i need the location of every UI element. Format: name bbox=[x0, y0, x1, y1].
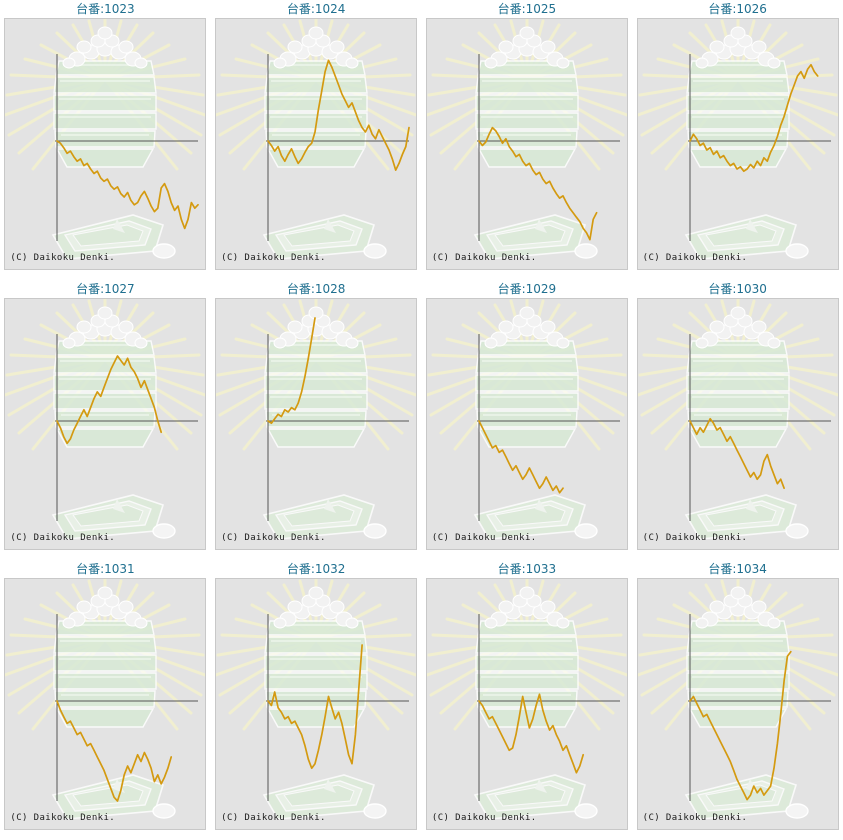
copyright-label: (C) Daikoku Denki. bbox=[431, 813, 537, 823]
payout-line bbox=[688, 63, 819, 173]
graph-panel[interactable]: (C) Daikoku Denki. bbox=[215, 298, 418, 550]
copyright-label: (C) Daikoku Denki. bbox=[10, 813, 116, 823]
copyright-label: (C) Daikoku Denki. bbox=[221, 813, 326, 823]
payout-line bbox=[688, 650, 792, 801]
payout-line-chart bbox=[687, 334, 831, 521]
machine-number-title: 台番:1030 bbox=[708, 282, 767, 296]
copyright-label: (C) Daikoku Denki. bbox=[221, 253, 326, 263]
machine-number-title: 台番:1026 bbox=[708, 2, 767, 16]
machine-graph-cell[interactable]: 台番:1025 (C) Daikoku Denki. bbox=[422, 0, 633, 280]
payout-line bbox=[56, 140, 200, 230]
graph-panel[interactable]: (C) Daikoku Denki. bbox=[425, 578, 628, 830]
machine-number-title: 台番:1028 bbox=[286, 282, 346, 296]
machine-number-title: 台番:1031 bbox=[76, 562, 135, 576]
copyright-label: (C) Daikoku Denki. bbox=[221, 533, 326, 543]
payout-line-chart bbox=[476, 614, 620, 801]
payout-line-chart bbox=[476, 334, 620, 521]
copyright-label: (C) Daikoku Denki. bbox=[431, 533, 537, 543]
machine-graph-cell[interactable]: 台番:1024 (C) Daikoku Denki. bbox=[211, 0, 422, 280]
graph-panel[interactable]: (C) Daikoku Denki. bbox=[425, 18, 628, 270]
machine-graph-cell[interactable]: 台番:1027 (C) Daikoku Denki. bbox=[0, 280, 211, 560]
payout-line bbox=[267, 317, 316, 425]
machine-graph-cell[interactable]: 台番:1034 (C) Daikoku Denki. bbox=[632, 560, 843, 840]
machine-graph-cell[interactable]: 台番:1033 (C) Daikoku Denki. bbox=[422, 560, 633, 840]
machine-number-title: 台番:1033 bbox=[497, 562, 557, 576]
payout-line bbox=[267, 644, 364, 770]
payout-line bbox=[478, 420, 564, 494]
graph-panel[interactable]: (C) Daikoku Denki. bbox=[215, 18, 418, 270]
payout-line-chart bbox=[266, 614, 410, 801]
graph-panel[interactable]: (C) Daikoku Denki. bbox=[4, 18, 207, 270]
graph-panel[interactable]: (C) Daikoku Denki. bbox=[425, 298, 628, 550]
payout-line-chart bbox=[55, 614, 199, 802]
graph-panel[interactable]: (C) Daikoku Denki. bbox=[215, 578, 418, 830]
payout-line bbox=[478, 693, 584, 774]
machine-graph-cell[interactable]: 台番:1031 (C) Daikoku Denki. bbox=[0, 560, 211, 840]
graph-panel[interactable]: (C) Daikoku Denki. bbox=[4, 578, 207, 830]
machine-graph-cell[interactable]: 台番:1029 (C) Daikoku Denki. bbox=[422, 280, 633, 560]
machine-graph-cell[interactable]: 台番:1028 (C) Daikoku Denki. bbox=[211, 280, 422, 560]
machine-number-title: 台番:1029 bbox=[497, 282, 557, 296]
payout-line-chart bbox=[476, 54, 620, 241]
payout-line bbox=[688, 417, 785, 490]
graph-panel[interactable]: (C) Daikoku Denki. bbox=[4, 298, 207, 550]
payout-line-chart bbox=[55, 54, 200, 241]
copyright-label: (C) Daikoku Denki. bbox=[10, 533, 116, 543]
payout-line bbox=[56, 355, 163, 445]
machine-graph-cell[interactable]: 台番:1032 (C) Daikoku Denki. bbox=[211, 560, 422, 840]
machine-number-title: 台番:1032 bbox=[286, 562, 346, 576]
copyright-label: (C) Daikoku Denki. bbox=[642, 253, 748, 263]
payout-line bbox=[267, 59, 410, 171]
machine-graph-cell[interactable]: 台番:1023 (C) Daikoku Denki. bbox=[0, 0, 211, 280]
payout-line-chart bbox=[687, 614, 831, 801]
payout-line-chart bbox=[55, 334, 199, 521]
machine-number-title: 台番:1025 bbox=[497, 2, 557, 16]
machine-number-title: 台番:1027 bbox=[76, 282, 135, 296]
machine-number-title: 台番:1034 bbox=[708, 562, 767, 576]
copyright-label: (C) Daikoku Denki. bbox=[10, 253, 116, 263]
machine-number-title: 台番:1024 bbox=[286, 2, 346, 16]
machine-number-title: 台番:1023 bbox=[76, 2, 135, 16]
graph-panel[interactable]: (C) Daikoku Denki. bbox=[636, 18, 839, 270]
machine-graph-cell[interactable]: 台番:1030 (C) Daikoku Denki. bbox=[632, 280, 843, 560]
machine-graph-cell[interactable]: 台番:1026 (C) Daikoku Denki. bbox=[632, 0, 843, 280]
payout-line-chart bbox=[687, 54, 831, 241]
graph-panel[interactable]: (C) Daikoku Denki. bbox=[636, 578, 839, 830]
copyright-label: (C) Daikoku Denki. bbox=[642, 533, 748, 543]
payout-line bbox=[478, 126, 598, 241]
copyright-label: (C) Daikoku Denki. bbox=[431, 253, 537, 263]
payout-line bbox=[56, 700, 173, 802]
copyright-label: (C) Daikoku Denki. bbox=[642, 813, 748, 823]
graph-panel[interactable]: (C) Daikoku Denki. bbox=[636, 298, 839, 550]
payout-line-chart bbox=[266, 54, 410, 241]
payout-line-chart bbox=[266, 317, 410, 521]
